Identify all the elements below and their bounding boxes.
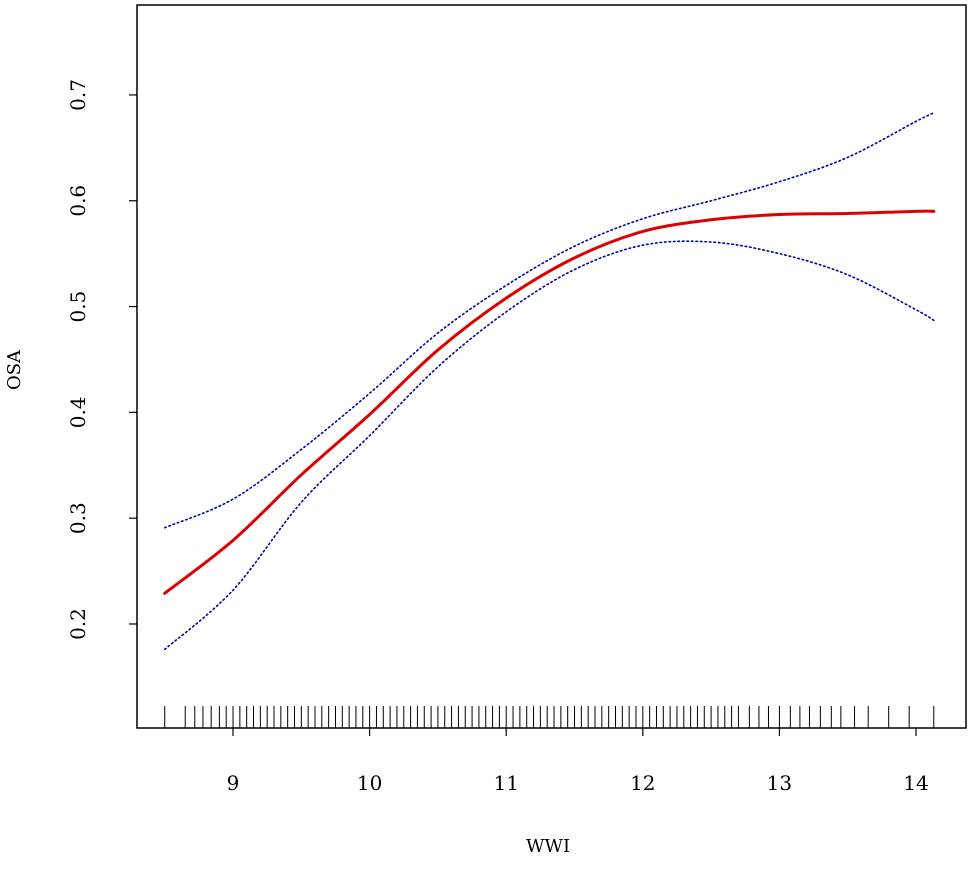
fit-line [163, 209, 936, 595]
y-tick-label: 0.3 [66, 502, 90, 534]
x-tick-label: 9 [227, 771, 240, 795]
x-tick-label: 10 [357, 771, 382, 795]
x-tick-label: 12 [630, 771, 655, 795]
ci-line [163, 240, 935, 651]
ci-line [163, 112, 935, 529]
x-tick-label: 11 [493, 771, 518, 795]
y-tick-label: 0.2 [66, 608, 90, 640]
y-tick-label: 0.6 [66, 185, 90, 217]
plot-frame [136, 4, 967, 729]
y-tick-label: 0.5 [66, 291, 90, 323]
x-tick-label: 14 [903, 771, 928, 795]
y-tick-label: 0.4 [66, 396, 90, 428]
y-tick-label: 0.7 [66, 79, 90, 111]
x-tick-label: 13 [767, 771, 792, 795]
x-axis-title: WWI [526, 836, 570, 857]
y-axis-title: OSA [4, 349, 25, 390]
